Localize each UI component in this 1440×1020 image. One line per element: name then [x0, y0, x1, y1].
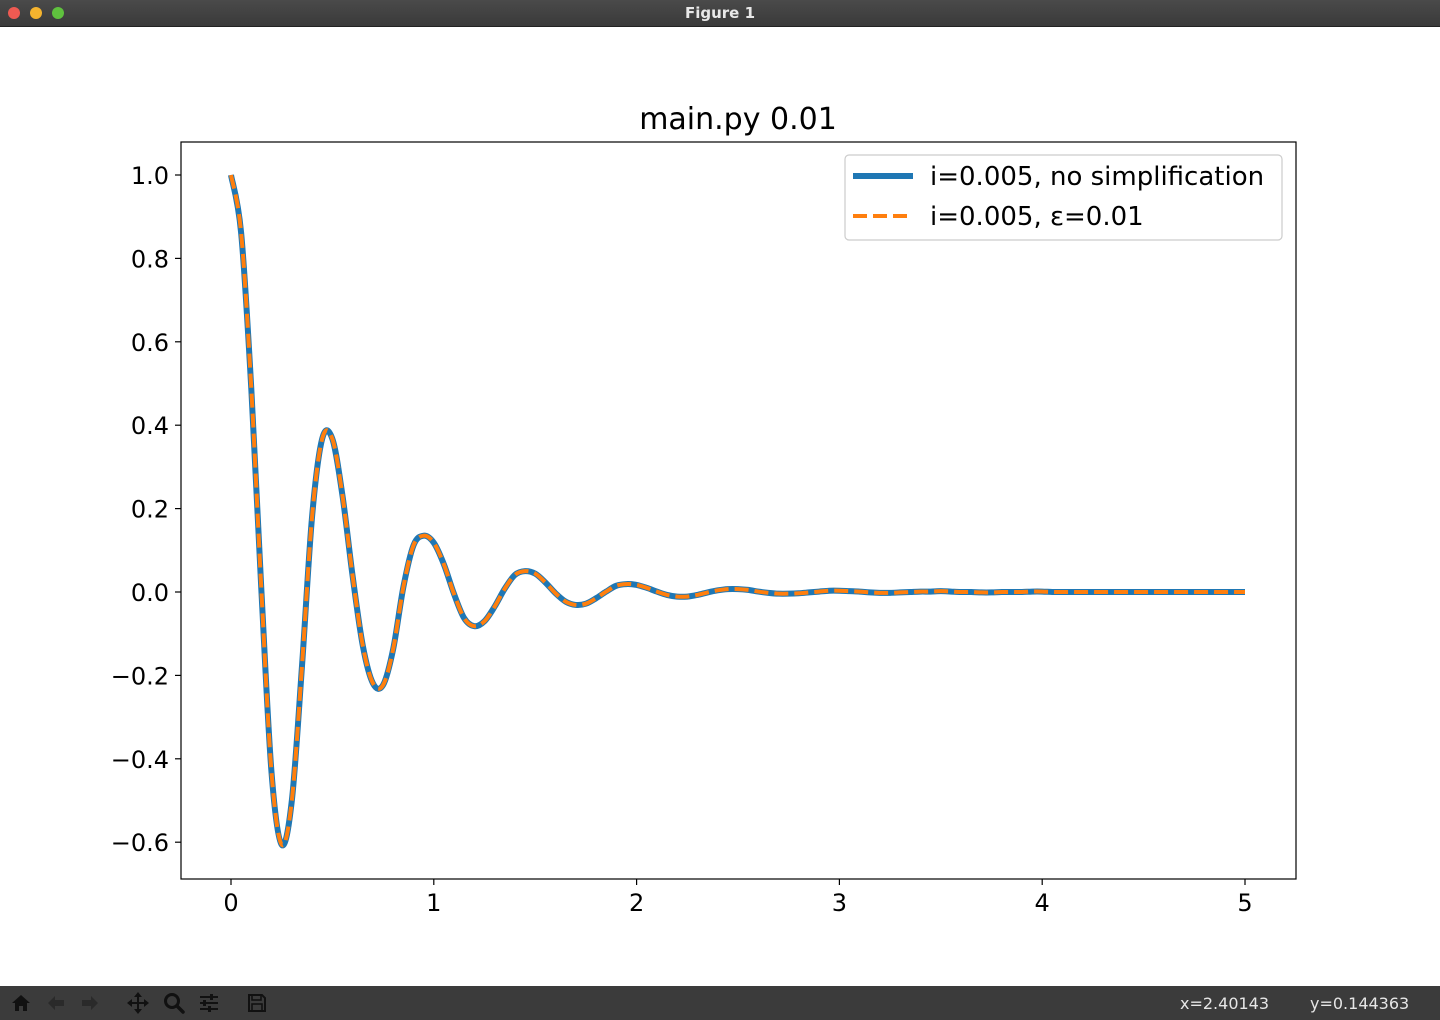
- zoom-icon: [164, 993, 185, 1014]
- home-button[interactable]: [7, 990, 35, 1016]
- y-tick-label: 0.4: [131, 412, 169, 440]
- minimize-window-button[interactable]: [30, 7, 42, 19]
- legend-box: [844, 154, 1283, 241]
- y-tick-label: −0.4: [111, 746, 169, 774]
- y-coordinate-readout: y=0.144363: [1310, 994, 1410, 1013]
- pan-button[interactable]: [124, 990, 152, 1016]
- pan-icon: [127, 992, 149, 1014]
- y-tick-label: 0.0: [131, 579, 169, 607]
- line-chart: main.py 0.01 0 1 2 3 4 5 1.0 0.8 0.6 0.4 0.2 0.0 −0.…: [111, 102, 1297, 917]
- x-tick-label: 4: [1035, 889, 1050, 917]
- y-tick-label: 0.6: [131, 329, 169, 357]
- series-line-epsilon: [229, 174, 1245, 848]
- legend: i=0.005, no simplification i=0.005, ε=0.…: [844, 154, 1283, 241]
- back-button[interactable]: [42, 990, 70, 1016]
- y-tick-label: 0.2: [131, 496, 169, 524]
- back-icon: [48, 996, 64, 1010]
- y-tick-label: 0.8: [131, 245, 169, 273]
- legend-label-no-simplification: i=0.005, no simplification: [930, 162, 1264, 192]
- forward-icon: [82, 996, 98, 1010]
- legend-label-epsilon: i=0.005, ε=0.01: [930, 202, 1144, 232]
- plot-lines: [228, 174, 1245, 849]
- maximize-window-button[interactable]: [52, 7, 64, 19]
- home-icon: [12, 995, 30, 1011]
- series-line-no-simplification: [228, 174, 1245, 849]
- x-tick-label: 2: [629, 889, 644, 917]
- x-tick-label: 1: [426, 889, 441, 917]
- configure-subplots-button[interactable]: [195, 990, 223, 1016]
- toolbar: x=2.40143 y=0.144363: [0, 986, 1440, 1020]
- x-tick-label: 3: [832, 889, 847, 917]
- window-titlebar: Figure 1: [0, 0, 1440, 27]
- configure-subplots-icon: [200, 994, 218, 1012]
- axes-frame: [180, 141, 1297, 880]
- save-icon: [248, 994, 266, 1012]
- x-coordinate-readout: x=2.40143: [1180, 994, 1270, 1013]
- figure-canvas[interactable]: main.py 0.01 0 1 2 3 4 5 1.0 0.8 0.6 0.4 0.2 0.0 −0.…: [0, 27, 1440, 985]
- axis-ticks: 0 1 2 3 4 5 1.0 0.8 0.6 0.4 0.2 0.0 −0.2 −0.4 −0.6: [111, 162, 1253, 917]
- y-tick-label: 1.0: [131, 162, 169, 190]
- window-title: Figure 1: [684, 4, 756, 22]
- x-tick-label: 0: [223, 889, 238, 917]
- zoom-button[interactable]: [160, 990, 188, 1016]
- x-tick-label: 5: [1237, 889, 1252, 917]
- close-window-button[interactable]: [8, 7, 20, 19]
- y-tick-label: −0.6: [111, 829, 169, 857]
- forward-button[interactable]: [76, 990, 104, 1016]
- chart-title: main.py 0.01: [639, 102, 837, 137]
- y-tick-label: −0.2: [111, 662, 169, 690]
- save-button[interactable]: [243, 990, 271, 1016]
